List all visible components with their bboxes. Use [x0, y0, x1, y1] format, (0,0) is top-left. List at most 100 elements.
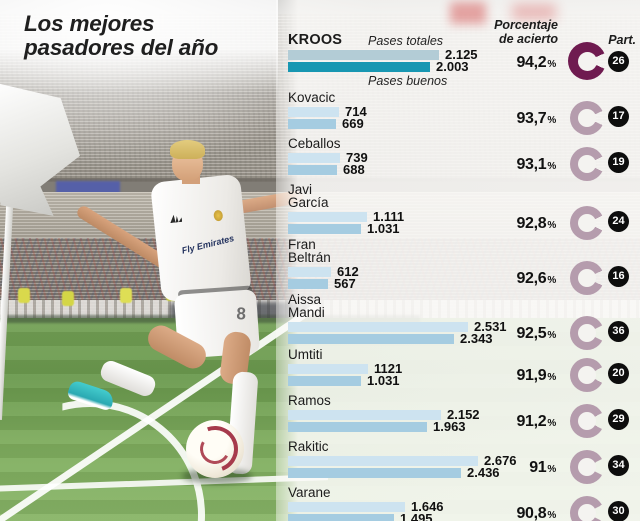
participation-badge: 16 — [608, 266, 629, 287]
pass-value: 1.646 — [411, 499, 444, 514]
player-row: Ramos 2.152 1.963 91,2% 29 — [288, 393, 638, 438]
bar-pases-buenos — [288, 119, 336, 129]
player-name: Ceballos — [288, 136, 560, 151]
participation-badge: 30 — [608, 501, 629, 521]
player-name-line: Rakitic — [288, 439, 329, 454]
column-header-accuracy-line1: Porcentaje — [494, 18, 558, 32]
participation-badge: 19 — [608, 152, 629, 173]
series-label-pases-buenos: Pases buenos — [368, 74, 448, 88]
title-panel-overlay — [0, 0, 278, 94]
player-name-line: Ceballos — [288, 136, 341, 151]
bar-pases-totales — [288, 502, 405, 512]
accuracy-ring-hole — [577, 51, 597, 71]
accuracy-ring-hole — [578, 366, 596, 384]
participation-badge: 20 — [608, 363, 629, 384]
accuracy-ring-hole — [578, 155, 596, 173]
player-name-line: Mandi — [288, 305, 325, 320]
player-row: Varane 1.646 1.495 90,8% 30 — [288, 486, 638, 521]
accuracy-ring-hole — [578, 412, 596, 430]
player-name: KROOS — [288, 32, 560, 48]
bar-pases-totales — [288, 267, 331, 277]
headline: Los mejores pasadores del año — [24, 12, 218, 60]
series-label-pases-totales: Pases totales — [368, 34, 444, 48]
pass-value: 2.676 — [484, 453, 517, 468]
accuracy-value: 94,2% — [516, 54, 556, 71]
player-name: Ramos — [288, 393, 560, 408]
bar-line: 2.343 — [288, 331, 560, 346]
pass-value: 688 — [343, 162, 365, 177]
scoreboard-blur — [512, 4, 556, 20]
player-name-line: Aissa — [288, 292, 322, 307]
pass-value: 2.343 — [460, 331, 493, 346]
player-row-left: Varane 1.646 1.495 — [288, 486, 560, 521]
bar-pases-totales — [288, 153, 340, 163]
accuracy-ring — [570, 450, 604, 484]
player-name: Varane — [288, 486, 560, 500]
pass-value: 714 — [345, 104, 367, 119]
accuracy-value: 92,8% — [516, 215, 556, 232]
headline-line1: Los mejores — [24, 11, 155, 36]
bar-group: 2.531 2.343 — [288, 320, 560, 346]
bar-pases-buenos — [288, 376, 361, 386]
bar-line: 2.125 — [288, 47, 560, 62]
bar-line: 2.436 — [288, 466, 560, 479]
accuracy-value: 91,9% — [516, 367, 556, 384]
passing-bar-chart: KROOS Pases totales 2.125 2.003 Pases buenos… — [282, 32, 638, 521]
pass-value: 1.495 — [400, 511, 433, 521]
bar-group: 2.676 2.436 — [288, 453, 560, 479]
bar-group: 2.152 1.963 — [288, 408, 560, 433]
participation-badge: 29 — [608, 409, 629, 430]
bar-line: 2.531 — [288, 320, 560, 333]
bar-pases-buenos — [288, 62, 430, 72]
player-row-left: Kovacic 714 669 — [288, 91, 560, 131]
bar-line: 714 — [288, 104, 560, 119]
player-name-line: Fran — [288, 237, 316, 252]
bar-pases-totales — [288, 410, 441, 420]
bar-group: 1121 1.031 — [288, 361, 560, 387]
bar-pases-totales — [288, 212, 367, 222]
shirt-sponsor-text: Fly Emirates — [180, 233, 236, 256]
player-name-line: Umtiti — [288, 347, 323, 362]
accuracy-value: 93,1% — [516, 156, 556, 173]
pass-value: 1.031 — [367, 221, 400, 236]
bar-pases-totales — [288, 50, 439, 60]
bar-line: 688 — [288, 162, 560, 177]
bar-pases-buenos — [288, 422, 427, 432]
accuracy-ring-hole — [578, 458, 596, 476]
pass-value: 669 — [342, 116, 364, 131]
accuracy-value: 92,6% — [516, 270, 556, 287]
player-row-left: KROOS Pases totales 2.125 2.003 Pases buenos — [288, 32, 560, 88]
bar-pases-buenos — [288, 279, 328, 289]
player-row-left: Ramos 2.152 1.963 — [288, 393, 560, 433]
player-row: Javi García 1.111 1.031 92,8% 24 — [288, 183, 638, 240]
player-row-left: Rakitic 2.676 2.436 — [288, 439, 560, 479]
accuracy-ring-hole — [578, 269, 596, 287]
player-name-line: KROOS — [288, 32, 343, 48]
bar-pases-totales — [288, 456, 478, 466]
bar-line: 1.031 — [288, 374, 560, 387]
accuracy-value: 93,7% — [516, 110, 556, 127]
bar-pases-buenos — [288, 334, 454, 344]
player-name-line: Ramos — [288, 393, 331, 408]
accuracy-ring — [570, 316, 604, 350]
bar-pases-buenos — [288, 514, 394, 521]
accuracy-ring-hole — [578, 504, 596, 521]
accuracy-ring — [570, 101, 604, 135]
player-row: Kovacic 714 669 93,7% 17 — [288, 91, 638, 135]
bar-line: 1.111 — [288, 210, 560, 223]
bar-line: 1.495 — [288, 511, 560, 521]
bar-pases-buenos — [288, 224, 361, 234]
bar-group: 714 669 — [288, 104, 560, 131]
player-row: Aissa Mandi 2.531 2.343 92,5% 36 — [288, 292, 638, 350]
player-row-left: Fran Beltrán 612 567 — [288, 237, 560, 290]
player-name: Kovacic — [288, 91, 560, 105]
pass-value: 2.125 — [445, 47, 478, 62]
pass-value: 1121 — [374, 361, 403, 376]
bar-line: 739 — [288, 151, 560, 164]
player-rows: KROOS Pases totales 2.125 2.003 Pases buenos… — [282, 32, 638, 521]
column-header-accuracy: Porcentaje de acierto — [440, 18, 558, 46]
player-name: Javi García — [288, 183, 560, 210]
participation-badge: 26 — [608, 51, 629, 72]
bar-line: 2.152 — [288, 408, 560, 421]
bar-line: 669 — [288, 116, 560, 131]
